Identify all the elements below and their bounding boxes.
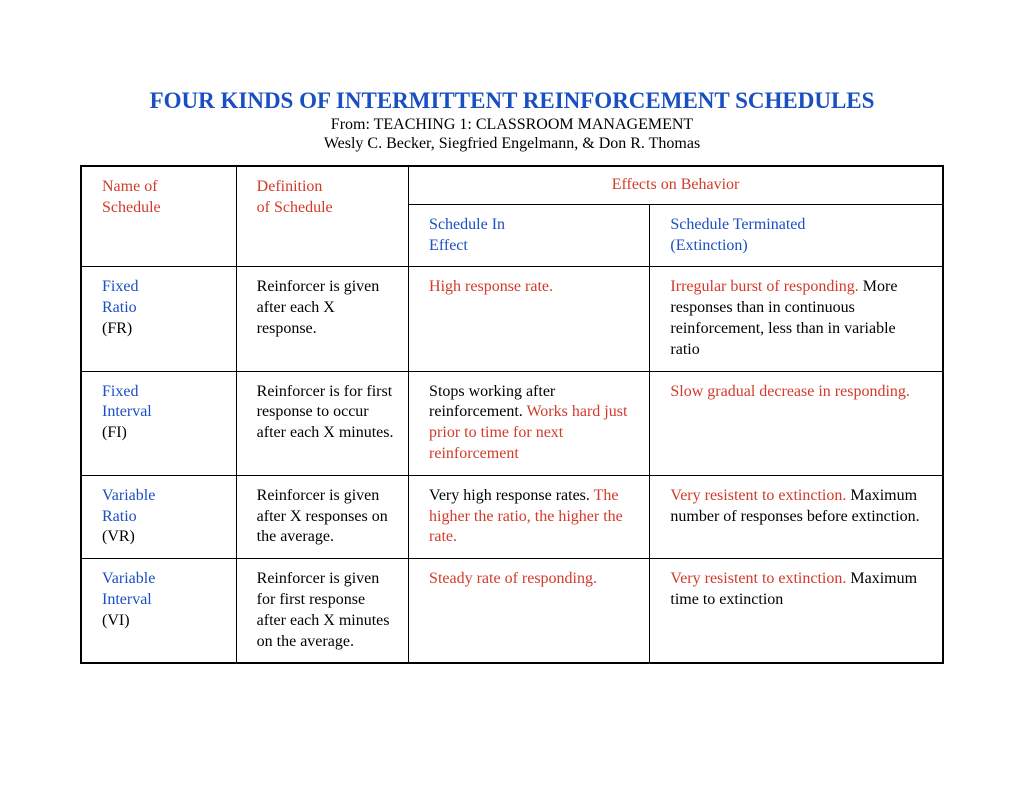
table-row: Fixed Ratio (FR) Reinforcer is given aft… [81, 267, 943, 371]
header-name: Name of Schedule [81, 166, 236, 267]
header-in-l1: Schedule In [429, 216, 505, 233]
cell-definition: Reinforcer is for first response to occu… [236, 371, 408, 475]
table-header-row-1: Name of Schedule Definition of Schedule … [81, 166, 943, 204]
document-page: FOUR KINDS OF INTERMITTENT REINFORCEMENT… [0, 0, 1024, 664]
header-name-l2: Schedule [102, 199, 161, 216]
header-def-l2: of Schedule [257, 199, 333, 216]
name-l1: Variable [102, 570, 155, 587]
header-effects: Effects on Behavior [409, 166, 943, 204]
cell-effect-term: Irregular burst of responding. More resp… [650, 267, 943, 371]
cell-name: Variable Interval (VI) [81, 559, 236, 664]
header-name-l1: Name of [102, 178, 158, 195]
page-authors: Wesly C. Becker, Siegfried Engelmann, & … [80, 135, 944, 153]
name-l1: Variable [102, 487, 155, 504]
name-l2: Ratio [102, 508, 137, 525]
table-row: Fixed Interval (FI) Reinforcer is for fi… [81, 371, 943, 475]
cell-name: Fixed Ratio (FR) [81, 267, 236, 371]
name-l2: Ratio [102, 299, 137, 316]
name-l1: Fixed [102, 278, 138, 295]
effect-term-red: Very resistent to extinction. [670, 487, 846, 504]
header-schedule-in-effect: Schedule In Effect [409, 204, 650, 267]
name-l3: (VI) [102, 612, 130, 629]
name-l1: Fixed [102, 383, 138, 400]
cell-effect-term: Slow gradual decrease in responding. [650, 371, 943, 475]
page-title: FOUR KINDS OF INTERMITTENT REINFORCEMENT… [80, 88, 944, 114]
cell-effect-in: Stops working after reinforcement. Works… [409, 371, 650, 475]
header-term-l2: (Extinction) [670, 237, 747, 254]
effect-term-red: Very resistent to extinction. [670, 570, 846, 587]
cell-name: Fixed Interval (FI) [81, 371, 236, 475]
header-term-l1: Schedule Terminated [670, 216, 805, 233]
cell-effect-in: Steady rate of responding. [409, 559, 650, 664]
cell-effect-term: Very resistent to extinction. Maximum nu… [650, 475, 943, 558]
name-l3: (VR) [102, 528, 135, 545]
header-in-l2: Effect [429, 237, 468, 254]
table-row: Variable Ratio (VR) Reinforcer is given … [81, 475, 943, 558]
cell-effect-in: Very high response rates. The higher the… [409, 475, 650, 558]
effect-in-black: Very high response rates. [429, 487, 594, 504]
name-l3: (FR) [102, 320, 132, 337]
header-definition: Definition of Schedule [236, 166, 408, 267]
cell-effect-in: High response rate. [409, 267, 650, 371]
header-schedule-terminated: Schedule Terminated (Extinction) [650, 204, 943, 267]
effect-term-red: Slow gradual decrease in responding. [670, 383, 909, 400]
cell-name: Variable Ratio (VR) [81, 475, 236, 558]
cell-definition: Reinforcer is given after X responses on… [236, 475, 408, 558]
name-l2: Interval [102, 591, 152, 608]
schedules-table: Name of Schedule Definition of Schedule … [80, 165, 944, 664]
page-subtitle: From: TEACHING 1: CLASSROOM MANAGEMENT [80, 116, 944, 134]
cell-definition: Reinforcer is given after each X respons… [236, 267, 408, 371]
table-row: Variable Interval (VI) Reinforcer is giv… [81, 559, 943, 664]
cell-definition: Reinforcer is given for first response a… [236, 559, 408, 664]
effect-in-red: Steady rate of responding. [429, 570, 597, 587]
effect-in-red: High response rate. [429, 278, 553, 295]
cell-effect-term: Very resistent to extinction. Maximum ti… [650, 559, 943, 664]
effect-term-red: Irregular burst of responding. [670, 278, 858, 295]
header-def-l1: Definition [257, 178, 323, 195]
name-l3: (FI) [102, 424, 127, 441]
name-l2: Interval [102, 403, 152, 420]
